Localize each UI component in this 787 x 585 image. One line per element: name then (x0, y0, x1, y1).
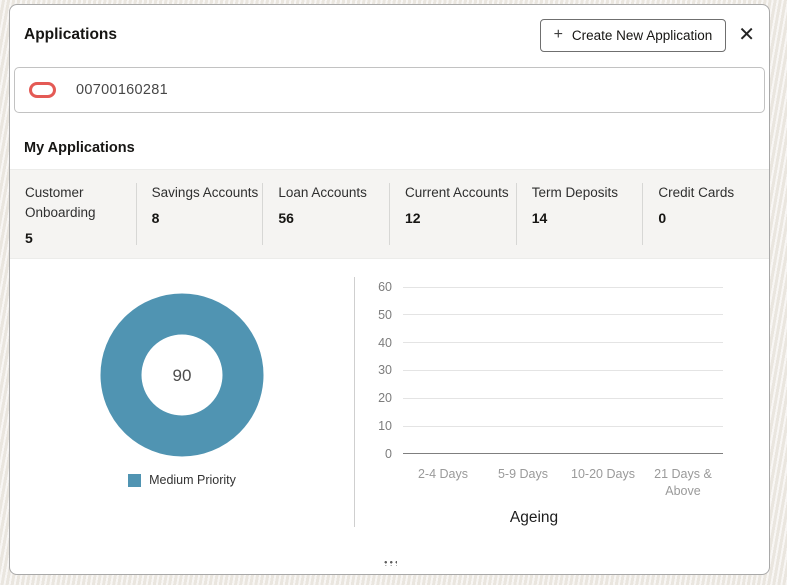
y-tick-label: 60 (378, 280, 392, 294)
gridline (403, 369, 723, 371)
x-axis-title: Ageing (509, 509, 559, 526)
charts-divider (354, 277, 355, 527)
charts-row: 90 Medium Priority 60 50 40 (10, 273, 769, 527)
create-new-application-button[interactable]: + Create New Application (539, 18, 727, 52)
ageing-bar-chart: 60 50 40 30 20 (355, 273, 769, 527)
x-axis-line (403, 453, 723, 455)
y-tick-label: 30 (378, 363, 392, 378)
bar-chart-categories: 2-4 Days 5-9 Days 10-20 Days 21 Days & A… (403, 466, 723, 500)
donut-legend[interactable]: Medium Priority (128, 473, 236, 487)
stat-value: 14 (531, 210, 548, 226)
stats-row: Customer Onboarding 5 Savings Accounts 8… (10, 169, 769, 259)
gridline (403, 314, 723, 316)
legend-swatch (128, 473, 142, 487)
category-label: 2-4 Days (417, 467, 469, 481)
drag-handle-area (10, 527, 769, 574)
stat-savings-accounts[interactable]: Savings Accounts 8 (137, 183, 264, 245)
stat-label: Term Deposits (531, 185, 618, 200)
stat-current-accounts[interactable]: Current Accounts 12 (390, 183, 517, 245)
stat-label: Customer Onboarding (25, 185, 96, 220)
y-tick-label: 10 (378, 419, 392, 434)
stat-value: 12 (405, 210, 421, 226)
donut-chart[interactable]: 90 (100, 293, 264, 462)
stat-term-deposits[interactable]: Term Deposits 14 (517, 183, 644, 245)
application-search-field[interactable]: 00700160281 (14, 67, 765, 113)
oracle-logo-icon (29, 82, 56, 98)
applications-panel: Applications + Create New Application ✕ … (9, 4, 770, 575)
gridline (403, 397, 723, 399)
bar-chart-plot-area: 60 50 40 30 20 (365, 280, 723, 461)
y-tick-label: 0 (385, 446, 392, 461)
stat-customer-onboarding[interactable]: Customer Onboarding 5 (10, 183, 137, 246)
stat-value: 0 (658, 210, 667, 226)
drag-handle-icon[interactable] (382, 559, 397, 566)
gridline (403, 425, 723, 427)
panel-header: Applications + Create New Application ✕ (10, 5, 769, 63)
category-label: 10-20 Days (571, 467, 635, 481)
legend-label: Medium Priority (149, 473, 236, 487)
stat-value: 8 (151, 210, 160, 226)
stat-value: 56 (278, 210, 294, 226)
page-title: Applications (24, 26, 118, 43)
category-label: 21 Days & Above (654, 467, 712, 498)
stat-label: Current Accounts (405, 185, 509, 200)
stat-label: Savings Accounts (151, 185, 259, 200)
stat-credit-cards[interactable]: Credit Cards 0 (643, 183, 769, 245)
gridline (403, 286, 723, 288)
y-tick-label: 40 (378, 335, 392, 350)
category-label: 5-9 Days (497, 467, 549, 481)
y-tick-label: 50 (378, 307, 392, 322)
close-icon[interactable]: ✕ (736, 25, 761, 45)
priority-donut-chart: 90 Medium Priority (10, 273, 354, 527)
stat-label: Credit Cards (658, 185, 735, 200)
plus-icon: + (553, 26, 563, 43)
donut-center-value: 90 (173, 366, 192, 385)
my-applications-heading: My Applications (24, 140, 135, 156)
application-number-value: 00700160281 (76, 82, 169, 98)
create-button-label: Create New Application (571, 27, 713, 43)
stat-label: Loan Accounts (278, 185, 367, 200)
y-tick-label: 20 (378, 391, 392, 406)
gridline (403, 342, 723, 344)
donut-ring (100, 293, 264, 457)
stat-loan-accounts[interactable]: Loan Accounts 56 (263, 183, 391, 245)
stat-value: 5 (25, 230, 33, 246)
